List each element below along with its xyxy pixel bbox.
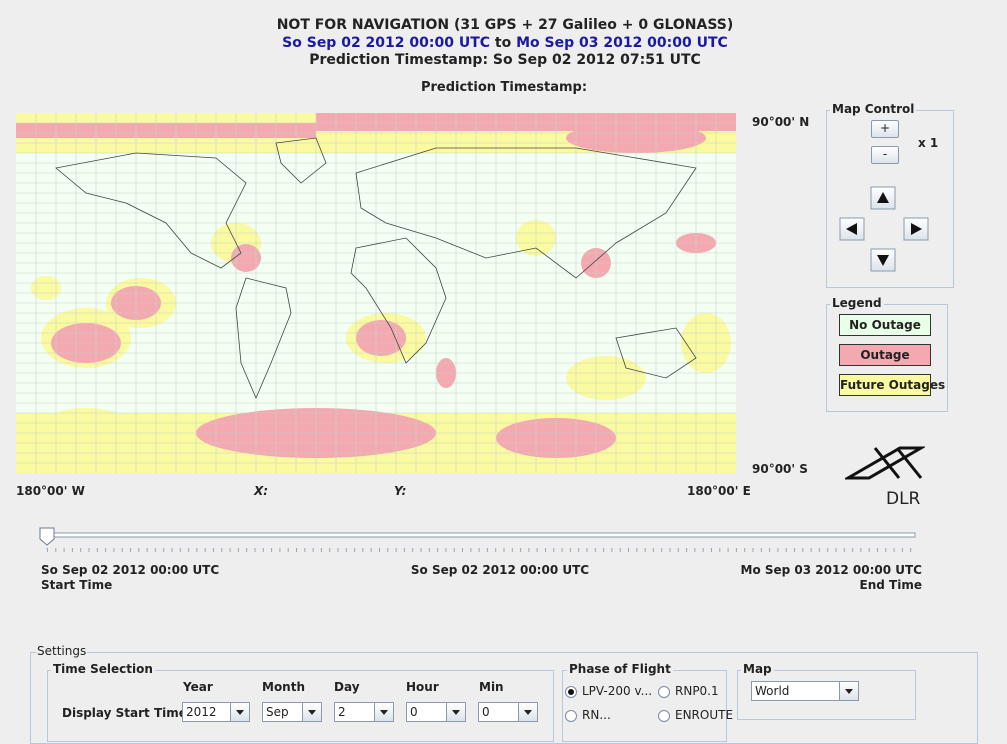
prediction: Prediction Timestamp: So Sep 02 2012 07:…	[309, 52, 701, 68]
map-select[interactable]: World	[751, 681, 859, 701]
legend-item: Outage	[839, 344, 931, 366]
map-control-title: Map Control	[830, 102, 917, 116]
year-value: 2012	[186, 705, 217, 719]
column-label: Min	[479, 680, 504, 694]
radio[interactable]	[658, 710, 670, 722]
year-select[interactable]: 2012	[182, 702, 250, 722]
map-value: World	[755, 684, 790, 698]
min-select[interactable]: 0	[478, 702, 538, 722]
min-value: 0	[482, 705, 490, 719]
column-label: Year	[183, 680, 213, 694]
lat-top: 90°00' N	[752, 115, 810, 129]
map-select-title: Map	[741, 662, 774, 676]
hour-select[interactable]: 0	[406, 702, 466, 722]
dlr-logo-text: DLR	[886, 489, 921, 509]
legend-panel	[826, 304, 948, 412]
hour-value: 0	[410, 705, 418, 719]
settings-title: Settings	[36, 644, 88, 658]
y-coord: Y:	[394, 484, 407, 498]
dlr-logo-mark	[845, 446, 925, 480]
lon-right: 180°00' E	[687, 484, 751, 498]
phase-title: Phase of Flight	[567, 662, 673, 676]
map-grid	[16, 113, 736, 473]
app-window: NOT FOR NAVIGATION (31 GPS + 27 Galileo …	[16, 17, 978, 744]
month-select[interactable]: Sep	[262, 702, 322, 722]
slider-end-label: End Time	[859, 578, 922, 592]
radio-selected[interactable]	[565, 686, 577, 698]
x-coord: X:	[254, 484, 269, 498]
lon-left: 180°00' W	[16, 484, 85, 498]
radio[interactable]	[565, 710, 577, 722]
radio-label: RN...	[582, 708, 611, 722]
phase-panel	[562, 670, 727, 742]
period-to: to	[494, 35, 512, 51]
day-value: 2	[338, 705, 346, 719]
column-label: Month	[262, 680, 306, 694]
row-label: Display Start Time:	[62, 706, 192, 720]
coastlines	[55, 137, 697, 400]
slider-thumb[interactable]	[39, 527, 55, 546]
zoom-level: x 1	[918, 136, 939, 150]
slider-start-label: Start Time	[41, 578, 113, 592]
legend-item: No Outage	[839, 314, 931, 336]
outage-map[interactable]	[16, 113, 736, 473]
legend-title: Legend	[830, 296, 884, 310]
column-label: Hour	[406, 680, 439, 694]
zoom-in[interactable]: +	[871, 120, 899, 138]
time-slider[interactable]	[36, 526, 922, 554]
period: So Sep 02 2012 00:00 UTC to Mo Sep 03 20…	[200, 35, 810, 51]
radio-label: ENROUTE	[675, 708, 734, 722]
month-value: Sep	[266, 705, 289, 719]
legend-item: Future Outages	[839, 374, 945, 396]
pan-buttons	[839, 186, 929, 272]
column-label: Day	[334, 680, 360, 694]
slider-start: So Sep 02 2012 00:00 UTC	[41, 563, 220, 577]
title: NOT FOR NAVIGATION (31 GPS + 27 Galileo …	[276, 17, 734, 33]
radio[interactable]	[658, 686, 670, 698]
slider-end: Mo Sep 03 2012 00:00 UTC	[740, 563, 922, 577]
period-start: So Sep 02 2012 00:00 UTC	[282, 35, 491, 51]
day-select[interactable]: 2	[334, 702, 394, 722]
period-end: Mo Sep 03 2012 00:00 UTC	[516, 35, 728, 51]
time-selection-title: Time Selection	[51, 662, 155, 676]
map-title: Prediction Timestamp:	[420, 80, 588, 95]
zoom-out[interactable]: -	[871, 146, 899, 164]
lat-bottom: 90°00' S	[752, 462, 808, 476]
radio-label: RNP0.1	[675, 684, 719, 698]
slider-current: So Sep 02 2012 00:00 UTC	[410, 563, 590, 577]
radio-label: LPV-200 v...	[582, 684, 653, 698]
map-panel	[737, 670, 916, 720]
